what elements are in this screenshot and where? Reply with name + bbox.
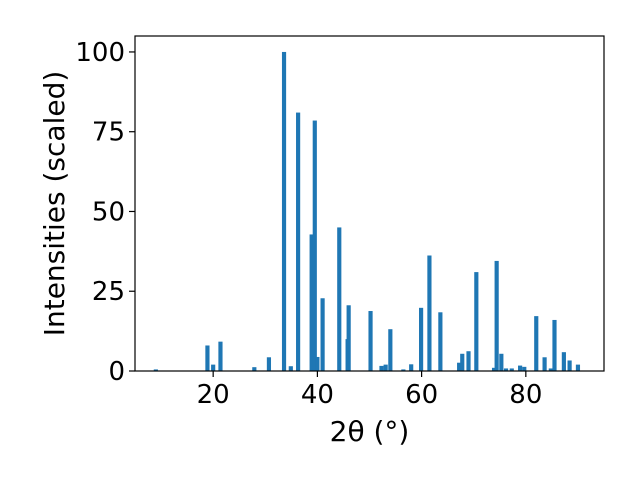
bar [153,369,158,371]
bar [499,353,504,371]
x-axis-label: 2θ (°) [330,415,410,448]
bar [518,365,523,371]
bar [427,255,432,371]
x-tick-label: 60 [405,380,438,410]
bar [491,367,497,371]
bar [438,312,443,371]
bar [379,365,384,371]
bars-group [153,51,581,372]
x-tick-label: 20 [197,380,230,410]
bar [205,345,210,371]
bar [457,362,462,371]
y-tick-label: 0 [108,357,125,387]
bar [281,51,287,371]
bar [522,366,527,371]
bar [548,368,553,371]
bar [575,364,581,371]
bar [552,319,557,371]
bar [401,369,406,371]
bar [419,307,424,371]
bar [561,352,566,371]
bar [296,112,301,372]
bar [320,298,325,371]
bar [474,272,479,371]
bar [211,364,216,371]
bar [503,368,509,371]
bar [409,364,414,371]
y-tick-label: 75 [92,118,125,148]
bar [509,368,514,371]
bar [312,120,317,371]
bar [534,316,539,371]
bar [567,360,572,371]
x-axis-ticks: 20 40 60 80 [197,371,542,410]
bar [315,356,320,371]
bar [383,364,388,371]
bar [218,341,223,371]
bar [368,311,373,371]
x-tick-label: 80 [509,380,542,410]
bar [388,329,393,371]
y-tick-label: 100 [75,38,125,68]
y-tick-label: 50 [92,197,125,227]
x-tick-label: 40 [301,380,334,410]
bar [542,357,547,371]
bar [288,366,293,371]
bar [460,353,465,371]
bar [266,357,272,371]
bar [494,260,499,371]
bar [337,227,342,371]
plot-frame [134,35,605,372]
bar [346,305,351,371]
y-tick-label: 25 [92,277,125,307]
y-axis-ticks: 0 25 50 75 100 [75,38,135,387]
y-axis-label: Intensities (scaled) [38,71,71,337]
bar [252,367,257,371]
bar [466,351,471,371]
bar [309,234,314,371]
